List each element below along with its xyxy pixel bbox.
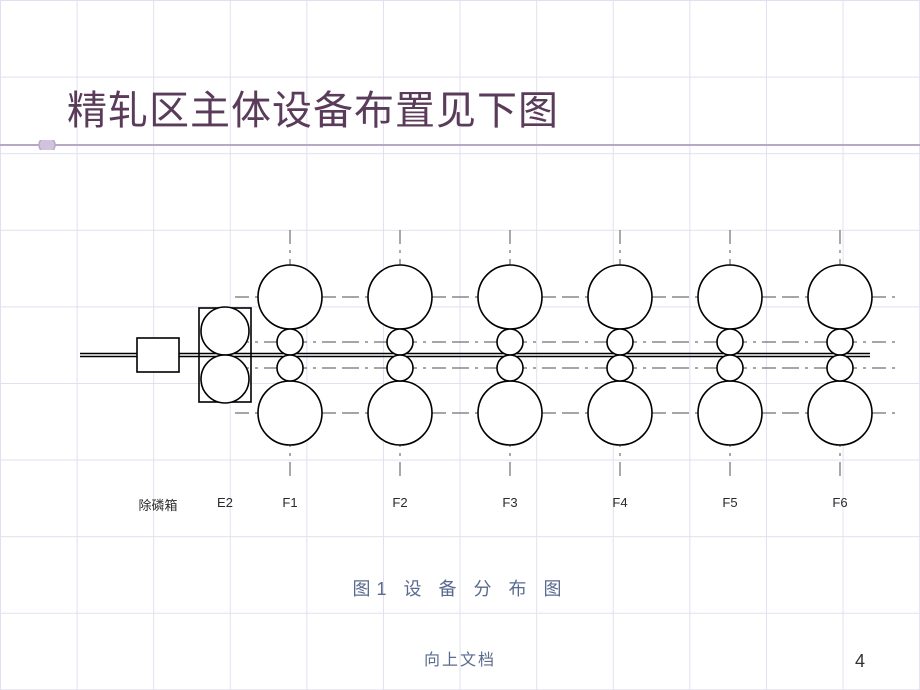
label-f3: F3 [502,495,517,510]
page-number: 4 [855,651,865,672]
label-e2: E2 [217,495,233,510]
footer-text: 向上文档 [0,646,920,670]
figure-caption: 图1 设 备 分 布 图 [0,575,920,601]
label-f6: F6 [832,495,847,510]
equipment-labels-row: 除磷箱 E2 F1 F2 F3 F4 F5 F6 [0,495,920,515]
label-f5: F5 [722,495,737,510]
label-f2: F2 [392,495,407,510]
label-f1: F1 [282,495,297,510]
label-f4: F4 [612,495,627,510]
label-descaler: 除磷箱 [138,495,177,514]
